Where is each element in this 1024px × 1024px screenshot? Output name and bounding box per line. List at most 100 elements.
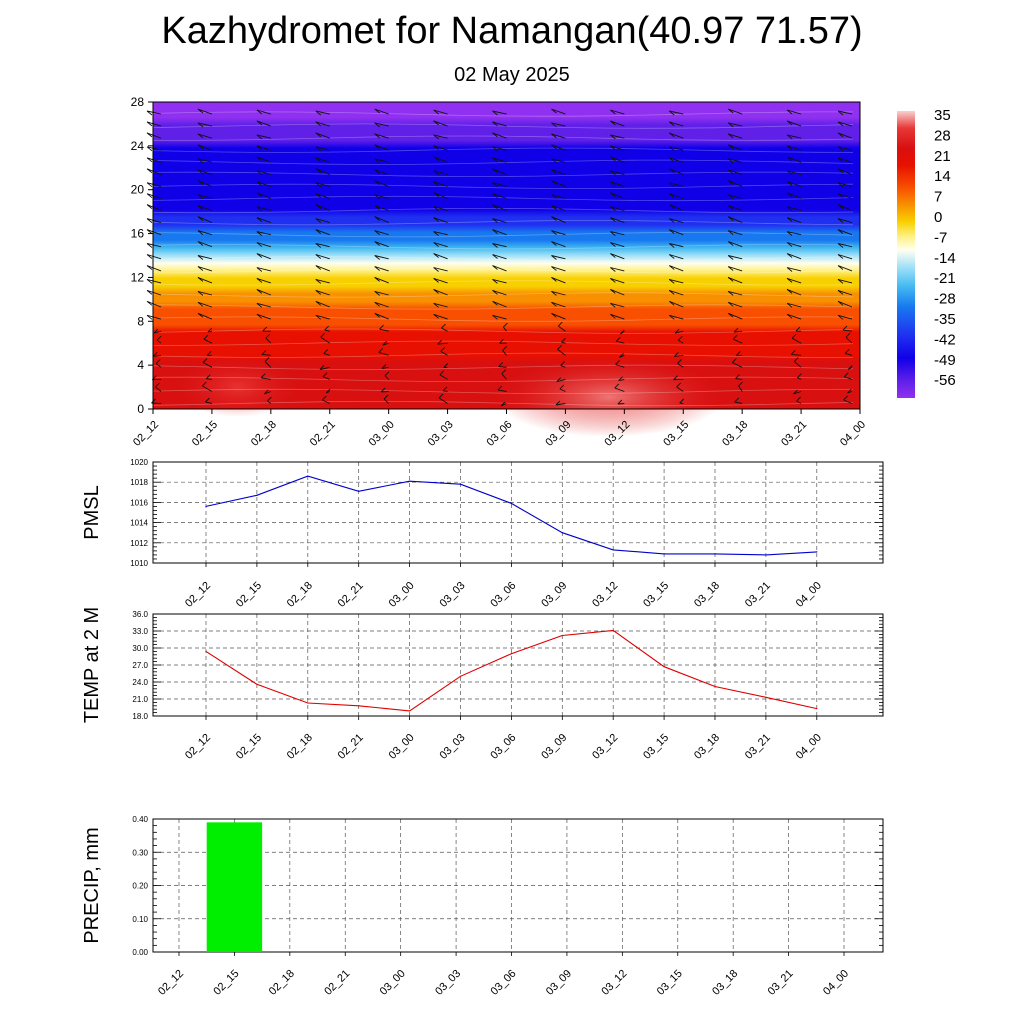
precip-xtick-label: 02_21 bbox=[322, 968, 352, 998]
heatmap-ytick-label: 0 bbox=[137, 402, 144, 416]
temp-2m-ytick-label: 27.0 bbox=[132, 661, 148, 670]
heatmap-xtick-label: 02_21 bbox=[308, 419, 338, 449]
precip-xtick-label: 03_12 bbox=[599, 968, 629, 998]
pmsl-ytick-label: 1016 bbox=[130, 498, 148, 507]
heatmap-xtick-label: 04_00 bbox=[838, 419, 868, 449]
temp-2m-point bbox=[561, 634, 563, 637]
temp-2m-xtick-label: 03_15 bbox=[641, 732, 671, 762]
pmsl-ytick-label: 1018 bbox=[130, 478, 148, 487]
pmsl-point bbox=[765, 554, 767, 556]
pmsl-point bbox=[510, 502, 512, 505]
temp-2m-xtick-label: 03_09 bbox=[539, 732, 569, 762]
temp-2m-xtick-label: 02_12 bbox=[183, 732, 213, 762]
temp-panel: 18.0 21.0 24.0 27.0 30.0 33.0 36.0 02_12 02_15 02… bbox=[81, 607, 884, 762]
precip-xtick-label: 03_06 bbox=[489, 968, 519, 998]
heatmap-ytick-label: 12 bbox=[131, 270, 145, 284]
heatmap-ytick-label: 20 bbox=[131, 183, 145, 197]
colorbar-label: -14 bbox=[934, 250, 956, 267]
heatmap-ytick-label: 24 bbox=[131, 139, 145, 153]
pmsl-frame bbox=[152, 461, 884, 564]
colorbar: 35 28 21 14 7 0 -7 -14 -21 -28 -35 -42 -49 -56 bbox=[897, 107, 956, 398]
chart-subtitle: 02 May 2025 bbox=[454, 64, 570, 86]
precip-panel: 0.00 0.10 0.20 0.30 0.40 02_12 02_15 02_18 02_21… bbox=[81, 815, 884, 998]
temp-2m-ticks bbox=[153, 613, 883, 720]
pmsl-panel: 1010 1012 1014 1016 1018 1020 02_12 02_15 02_18 0… bbox=[81, 458, 884, 610]
pmsl-point bbox=[816, 551, 818, 553]
wind-barbs bbox=[146, 108, 853, 407]
warm-core bbox=[494, 357, 725, 437]
temp-2m-point bbox=[714, 685, 716, 688]
precip-xtick-label: 02_12 bbox=[156, 968, 186, 998]
heatmap-ytick-label: 16 bbox=[131, 227, 145, 241]
pmsl-ytick-label: 1014 bbox=[130, 519, 148, 528]
temp-2m-ytick-label: 18.0 bbox=[132, 712, 148, 721]
pmsl-point bbox=[459, 483, 462, 485]
temp-2m-point bbox=[765, 696, 767, 698]
temp-2m-xtick-label: 03_06 bbox=[488, 732, 518, 762]
pmsl-xtick-label: 03_15 bbox=[641, 580, 671, 610]
heatmap-xtick-label: 03_21 bbox=[779, 419, 809, 449]
temp-2m-xtick-label: 02_21 bbox=[336, 732, 366, 762]
precip-xtick-label: 02_15 bbox=[211, 968, 241, 998]
heatmap-xtick-label: 03_00 bbox=[367, 419, 397, 449]
pmsl-xtick-label: 03_21 bbox=[743, 580, 773, 610]
temperature-field bbox=[153, 102, 860, 409]
temp-2m-xtick-label: 03_03 bbox=[437, 732, 467, 762]
colorbar-label: -35 bbox=[934, 311, 956, 328]
colorbar-strip bbox=[897, 111, 915, 398]
pmsl-xtick-label: 02_21 bbox=[336, 580, 366, 610]
colorbar-label: -42 bbox=[934, 331, 956, 348]
pmsl-point bbox=[714, 553, 716, 555]
heatmap-xtick-label: 03_18 bbox=[720, 419, 750, 449]
temp-2m-point bbox=[459, 675, 462, 677]
pmsl-xtick-label: 02_18 bbox=[285, 580, 315, 610]
pmsl-ytick-label: 1020 bbox=[130, 458, 148, 467]
pmsl-xtick-label: 02_15 bbox=[234, 580, 264, 610]
colorbar-label: 7 bbox=[934, 189, 942, 206]
colorbar-label: -56 bbox=[934, 372, 956, 389]
precip-xtick-label: 03_15 bbox=[655, 968, 685, 998]
pmsl-xtick-label: 03_18 bbox=[692, 580, 722, 610]
temp-2m-frame bbox=[152, 613, 884, 717]
precip-grid bbox=[153, 818, 883, 953]
colorbar-label: -28 bbox=[934, 291, 956, 308]
pmsl-ytick-label: 1010 bbox=[130, 559, 148, 568]
pmsl-point bbox=[256, 494, 258, 496]
precip-ytick-label: 0.10 bbox=[132, 915, 148, 924]
pmsl-point bbox=[205, 505, 207, 508]
precip-ticks bbox=[153, 818, 883, 956]
precip-xtick-label: 03_03 bbox=[433, 968, 463, 998]
heatmap-ytick-label: 8 bbox=[137, 314, 144, 328]
temp-2m-xtick-label: 02_15 bbox=[234, 732, 264, 762]
temp-2m-ytick-label: 21.0 bbox=[132, 695, 148, 704]
warm-core-left bbox=[177, 357, 298, 417]
temp-2m-point bbox=[307, 702, 309, 704]
pmsl-xtick-label: 03_09 bbox=[539, 580, 569, 610]
pmsl-ylabel: PMSL bbox=[81, 485, 103, 539]
temp-2m-ytick-label: 36.0 bbox=[132, 610, 148, 619]
pmsl-xtick-label: 03_12 bbox=[590, 580, 620, 610]
heatmap-ytick-label: 4 bbox=[137, 358, 144, 372]
temp-2m-ylabel: TEMP at 2 M bbox=[81, 607, 103, 723]
heatmap-ytick-label: 28 bbox=[131, 95, 145, 109]
temp-2m-point bbox=[612, 629, 614, 632]
temp-2m-point bbox=[205, 650, 207, 653]
heatmap-panel: 0 4 8 12 16 20 24 28 02_12 02_15 02_18 02_21 03_00 03… bbox=[131, 95, 868, 449]
pmsl-point bbox=[612, 549, 614, 551]
precip-ytick-label: 0.30 bbox=[132, 848, 148, 857]
temp-2m-xtick-label: 04_00 bbox=[794, 732, 824, 762]
temp-2m-point bbox=[510, 653, 512, 655]
colorbar-label: 35 bbox=[934, 107, 951, 124]
pmsl-grid bbox=[153, 461, 883, 564]
colorbar-label: -21 bbox=[934, 270, 956, 287]
temp-2m-ytick-label: 33.0 bbox=[132, 627, 148, 636]
pmsl-ytick-label: 1012 bbox=[130, 539, 148, 548]
colorbar-label: 0 bbox=[934, 209, 942, 226]
pmsl-xtick-label: 03_06 bbox=[488, 580, 518, 610]
precip-bar bbox=[206, 822, 263, 952]
temp-2m-xtick-label: 02_18 bbox=[285, 732, 315, 762]
precip-ytick-label: 0.40 bbox=[132, 815, 148, 824]
pmsl-xtick-label: 03_03 bbox=[437, 580, 467, 610]
